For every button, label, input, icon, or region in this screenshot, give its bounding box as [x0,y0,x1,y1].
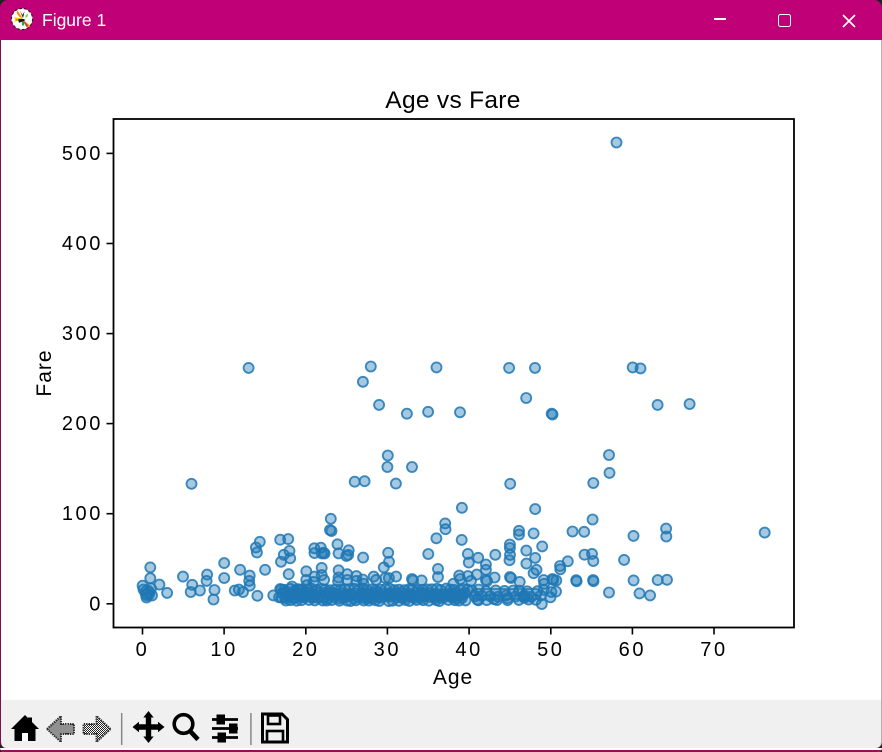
svg-text:Age vs Fare: Age vs Fare [385,87,520,114]
svg-text:200: 200 [62,413,103,435]
svg-text:Age: Age [433,666,473,689]
svg-text:10: 10 [210,639,237,661]
svg-text:20: 20 [292,639,319,661]
svg-text:0: 0 [136,639,150,661]
svg-text:400: 400 [62,233,103,255]
svg-text:Fare: Fare [33,349,56,396]
svg-text:100: 100 [62,503,103,525]
svg-text:50: 50 [537,639,564,661]
svg-text:0: 0 [89,593,103,615]
svg-text:300: 300 [62,323,103,345]
svg-text:60: 60 [619,639,646,661]
svg-text:40: 40 [455,639,482,661]
svg-text:30: 30 [374,639,401,661]
svg-text:500: 500 [62,143,103,165]
svg-text:70: 70 [700,639,727,661]
